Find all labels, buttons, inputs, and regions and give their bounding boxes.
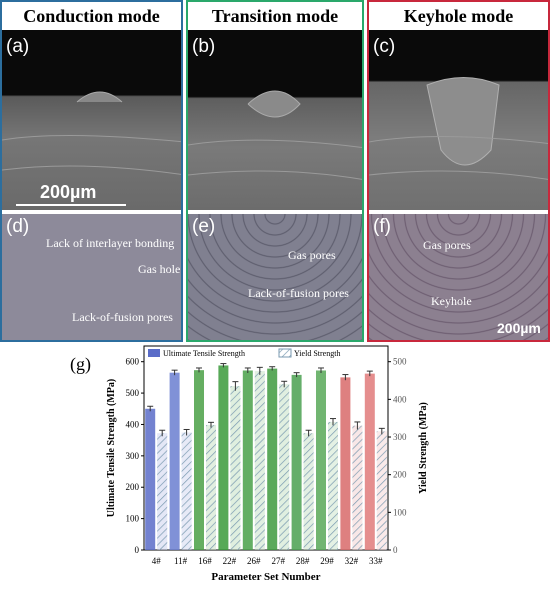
- conduction-title: Conduction mode: [2, 2, 181, 30]
- annotation-lack-of-fusion-pores: Lack-of-fusion pores: [72, 310, 173, 324]
- y-tick-label: 500: [126, 388, 140, 398]
- x-tick-label: 28#: [296, 556, 310, 566]
- uts-bar: [316, 370, 326, 550]
- y2-axis-title: Yield Strength (MPa): [418, 402, 429, 494]
- ys-bar-hatch: [230, 386, 241, 550]
- uts-bar: [169, 372, 180, 550]
- uts-bar: [218, 365, 229, 550]
- annotation-keyhole: Keyhole: [431, 294, 472, 308]
- annotation-lack-of-fusion-pores: Lack-of-fusion pores: [248, 286, 349, 300]
- legend-swatch-uts: [148, 349, 160, 357]
- label-d: (d): [6, 216, 30, 237]
- micrograph-d: (d) Lack of interlayer bonding Gas hole …: [2, 212, 181, 340]
- keyhole-title: Keyhole mode: [369, 2, 548, 30]
- annotation-lack-of-interlayer-bonding: Lack of interlayer bonding: [46, 236, 175, 250]
- label-a: (a): [6, 36, 30, 57]
- uts-bar: [340, 377, 351, 550]
- plot-frame: [143, 345, 389, 551]
- conduction-panel: Conduction mode (a) 200µm (d) Lack of in…: [0, 0, 183, 342]
- y2-tick-label: 300: [393, 432, 407, 442]
- uts-bar: [145, 408, 156, 550]
- ys-bar-hatch: [328, 421, 338, 550]
- micrograph-c: (c): [369, 30, 548, 210]
- x-tick-label: 22#: [223, 556, 237, 566]
- ys-bar-hatch: [376, 431, 387, 550]
- uts-bar: [194, 370, 204, 550]
- y-axis-title: Ultimate Tensile Strength (MPa): [106, 379, 117, 517]
- legend-swatch-ys: [278, 348, 292, 358]
- x-tick-label: 32#: [345, 556, 359, 566]
- ys-bar-hatch: [303, 433, 314, 550]
- uts-bar: [364, 373, 375, 550]
- x-axis-title: Parameter Set Number: [211, 571, 320, 583]
- y2-tick-label: 400: [393, 394, 407, 404]
- transition-title: Transition mode: [188, 2, 362, 30]
- y2-tick-label: 200: [393, 470, 407, 480]
- micrograph-a: (a) 200µm: [2, 30, 181, 210]
- scale-bar-line: [16, 204, 126, 206]
- x-tick-label: 27#: [271, 556, 285, 566]
- x-tick-label: 26#: [247, 556, 261, 566]
- y2-tick-label: 500: [393, 357, 407, 367]
- x-tick-label: 16#: [198, 556, 212, 566]
- annotation-gas-pores: Gas pores: [288, 248, 336, 262]
- annotation-gas-pores: Gas pores: [423, 238, 471, 252]
- x-tick-label: 33#: [369, 556, 383, 566]
- label-g: (g): [70, 354, 91, 374]
- y-tick-label: 600: [126, 357, 140, 367]
- ys-bar-hatch: [157, 433, 168, 550]
- scale-bar-label: 200µm: [40, 182, 97, 202]
- y-tick-label: 400: [126, 419, 140, 429]
- micrograph-b: (b): [188, 30, 362, 210]
- y2-tick-label: 100: [393, 507, 407, 517]
- legend-label-uts: Ultimate Tensile Strength: [163, 349, 245, 358]
- uts-bar: [267, 368, 278, 550]
- micrograph-f: (f) Gas pores Keyhole 200µm: [369, 212, 548, 342]
- ys-bar-hatch: [254, 371, 265, 550]
- x-tick-label: 4#: [152, 556, 162, 566]
- keyhole-melt-pool: [369, 77, 548, 180]
- label-b: (b): [192, 36, 216, 57]
- keyhole-panel: Keyhole mode (c) (f) Gas pores Keyhole 2…: [367, 0, 550, 342]
- uts-bar: [242, 370, 253, 550]
- micrograph-e: (e) Gas pores Lack-of-fusion pores: [188, 212, 362, 340]
- ys-bar-hatch: [279, 384, 290, 550]
- uts-bar: [291, 374, 302, 550]
- y-tick-label: 0: [135, 545, 140, 555]
- label-c: (c): [373, 36, 396, 57]
- ys-bar-hatch: [181, 432, 192, 550]
- legend-label-ys: Yield Strength: [294, 349, 340, 358]
- x-tick-label: 11#: [174, 556, 188, 566]
- y-tick-label: 300: [126, 451, 140, 461]
- scale-bar-line: [499, 340, 545, 342]
- transition-panel: Transition mode (b) (e) Gas pores Lack-o…: [186, 0, 364, 342]
- scale-bar-label: 200µm: [497, 320, 541, 336]
- ys-bar-hatch: [206, 424, 216, 550]
- y-tick-label: 100: [126, 514, 140, 524]
- y2-tick-label: 0: [393, 545, 398, 555]
- melt-pool-lines: [188, 90, 362, 180]
- annotation-gas-hole: Gas hole: [138, 262, 181, 276]
- label-f: (f): [373, 216, 391, 237]
- strength-chart: 4# 11# 16# 22# 26# 27# 28# 29# 32# 33# 0 100 200 300 4…: [106, 345, 429, 583]
- ys-bar-hatch: [352, 425, 363, 550]
- x-tick-label: 29#: [320, 556, 334, 566]
- label-e: (e): [192, 216, 216, 237]
- melt-pool-lines: [2, 91, 181, 175]
- y-tick-label: 200: [126, 482, 140, 492]
